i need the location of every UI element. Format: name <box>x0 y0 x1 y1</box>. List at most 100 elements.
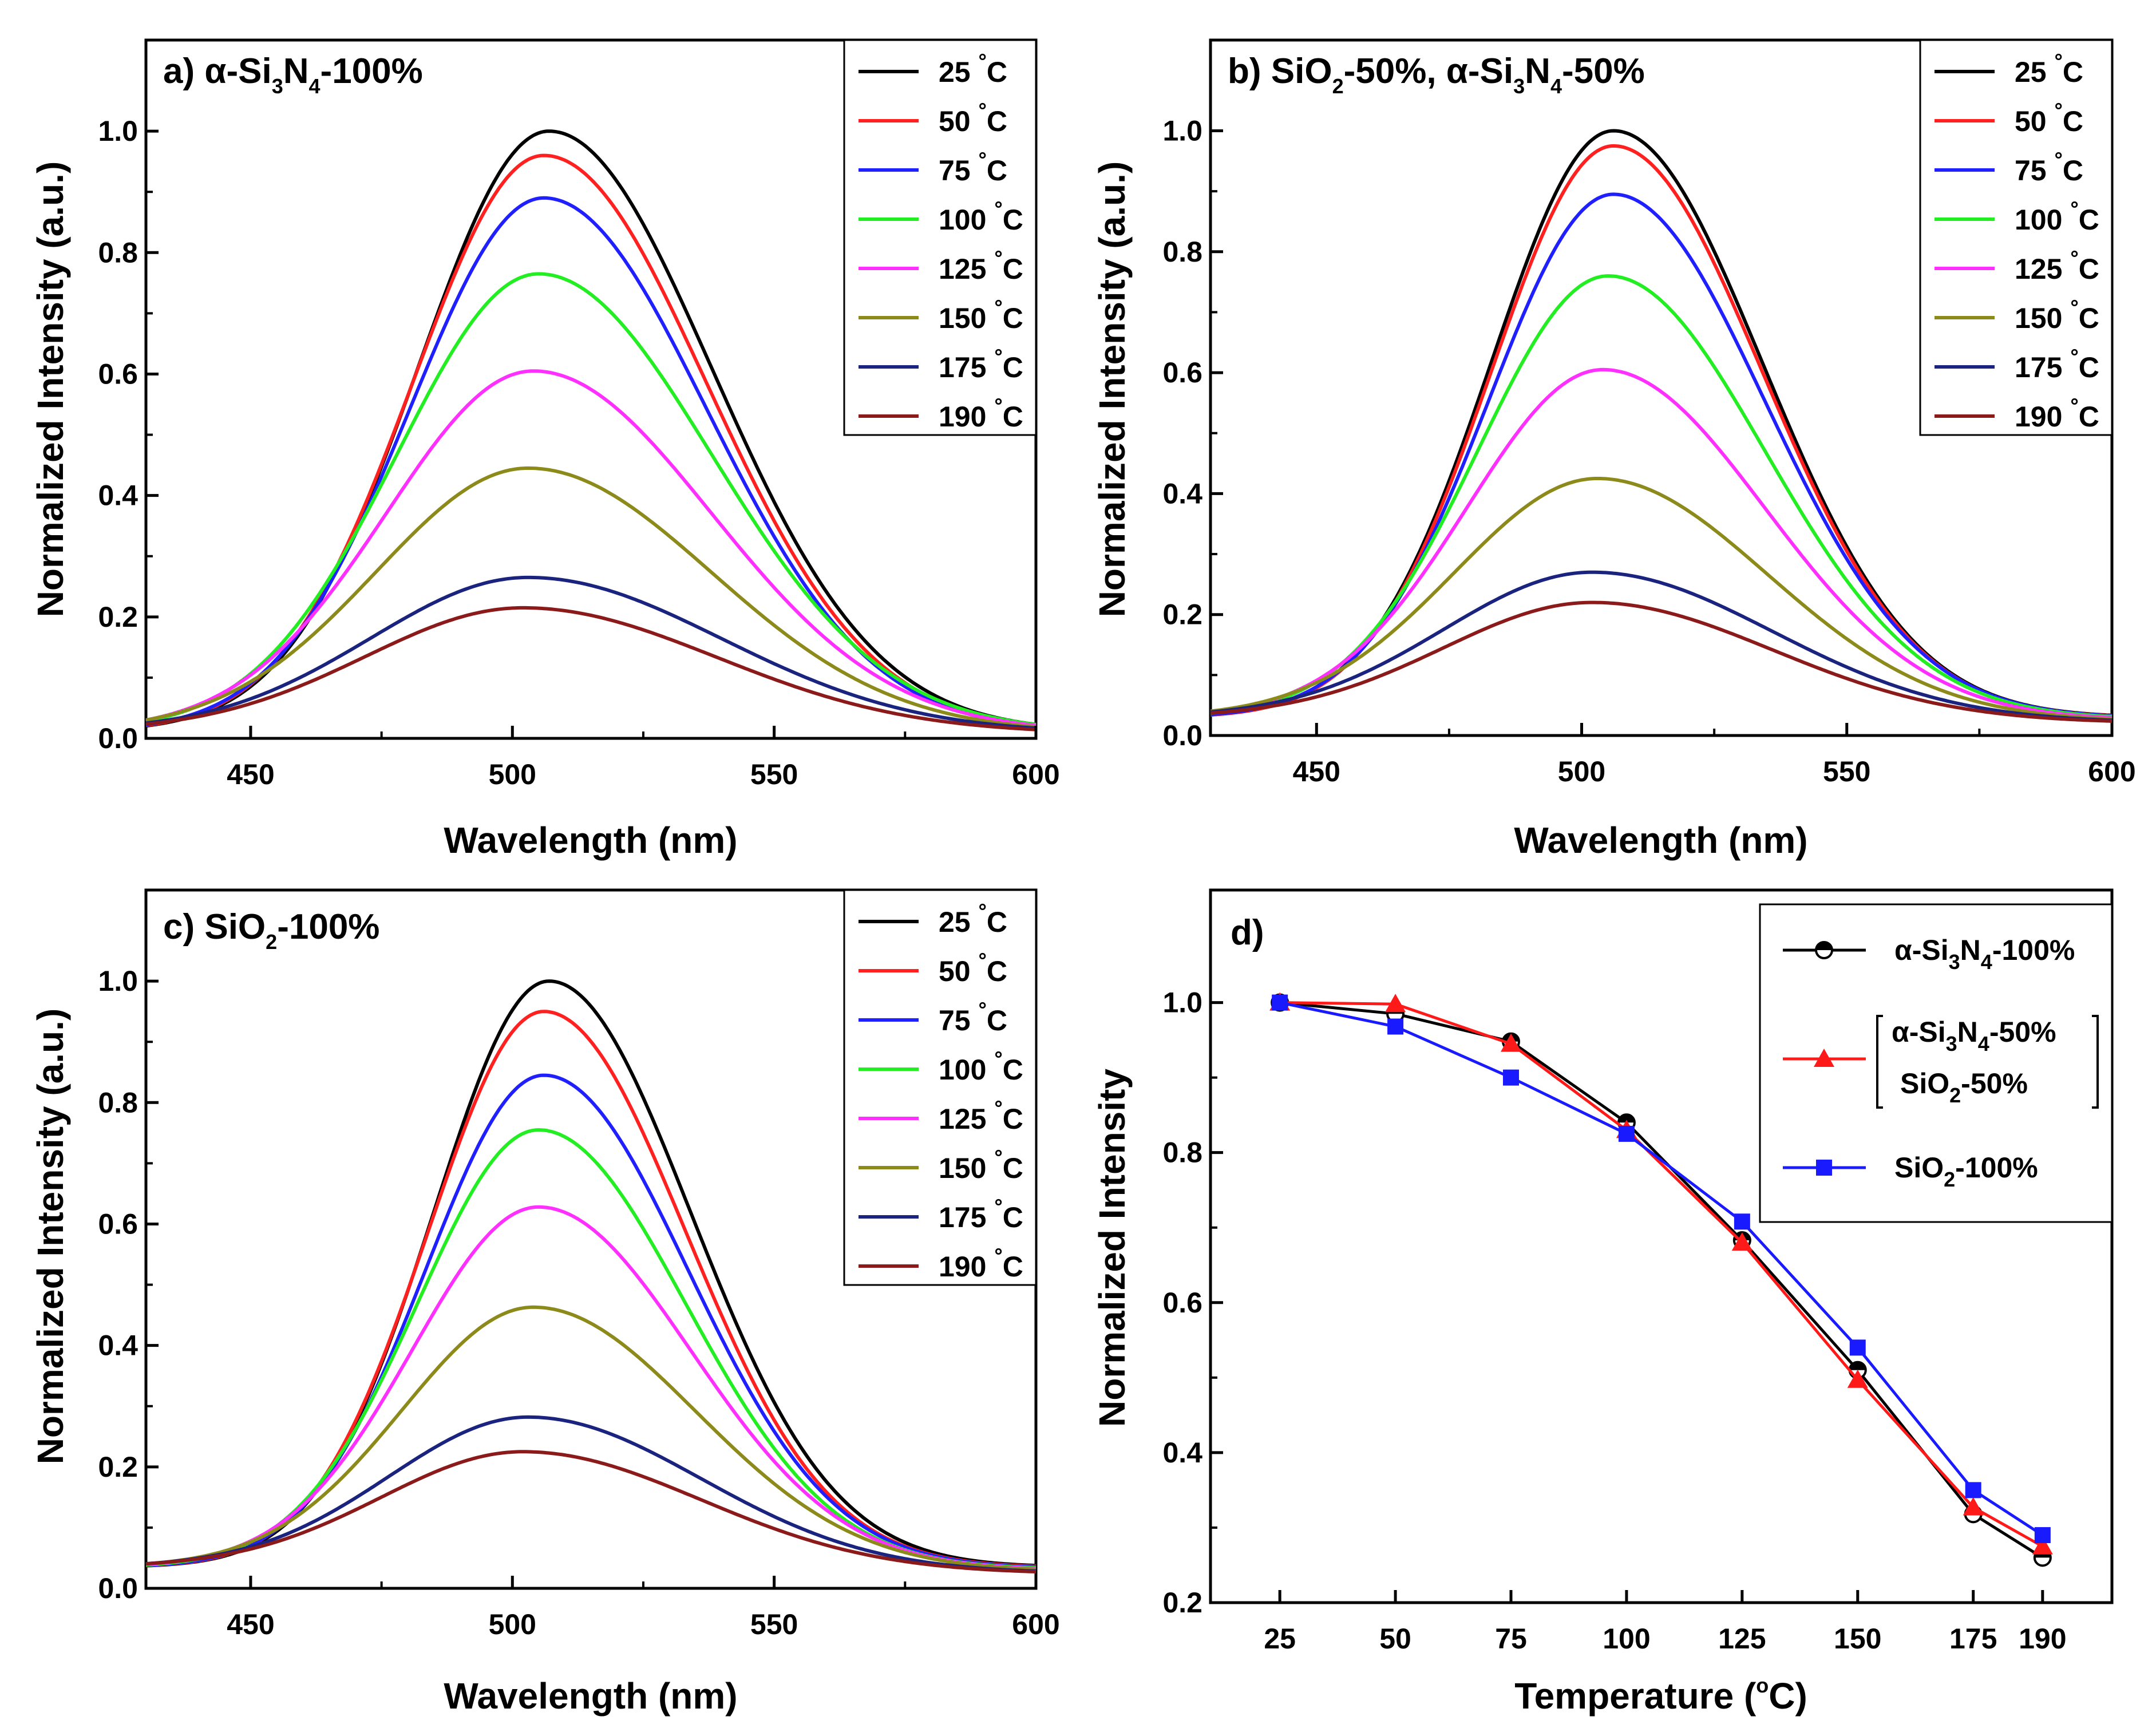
panel-d-xtick-label-1: 50 <box>1379 1623 1411 1655</box>
panel-d-series-2-point-0 <box>1272 994 1288 1011</box>
legend-d-bracket-left <box>1876 1015 1883 1109</box>
panel-b-x-axis-label: Wavelength (nm) <box>1514 820 1807 861</box>
panel-a-legend-label-50: 50 °C <box>939 98 1007 137</box>
panel-b-legend-label-150: 150 °C <box>2015 295 2099 334</box>
legend-d-marker-2 <box>1814 1049 1834 1067</box>
panel-b-legend-label-75: 75 °C <box>2015 148 2083 187</box>
panel-d-ytick-label-0: 0.2 <box>1162 1587 1202 1619</box>
panel-c-legend-label-50: 50 °C <box>939 948 1007 987</box>
legend-d-label-2-line2: SiO2-50% <box>1900 1067 2028 1107</box>
panel-d-y-axis-label: Normalized Intensity <box>1091 1069 1133 1427</box>
panel-d-series-2-point-4 <box>1734 1213 1750 1230</box>
panel-c-legend: 25 °C 50 °C 75 °C 100 °C 125 °C 150 °C 175 °C 1… <box>843 889 1037 1286</box>
panel-b-xtick-label-2: 550 <box>1823 756 1870 788</box>
panel-c-ytick-label-0: 0.0 <box>98 1572 138 1604</box>
panel-a-legend-label-25: 25 °C <box>939 49 1007 88</box>
panel-c-spectra: 0.0 0.2 0.4 0.6 0.8 1.0 450 500 550 600 c) SiO2-… <box>30 888 1060 1717</box>
panel-c-ytick-label-1: 0.2 <box>98 1451 138 1483</box>
legend-d-label-3: SiO2-100% <box>1894 1152 2038 1191</box>
panel-d-legend: α-Si3N4-100% α-Si3N4-50% SiO2-50% SiO2-1… <box>1759 903 2113 1223</box>
panel-c-legend-frame <box>843 889 1037 1286</box>
panel-a-ytick-label-5: 1.0 <box>98 115 138 147</box>
panel-a-legend-label-100: 100 °C <box>939 197 1023 236</box>
panel-b-ytick-label-1: 0.2 <box>1162 599 1202 631</box>
panel-d-plot-frame <box>1209 888 2114 1604</box>
panel-b-ytick-label-5: 1.0 <box>1162 114 1202 147</box>
panel-d-quenching: 0.2 0.4 0.6 0.8 1.0 25 50 75 100 125 150 175 190 d)… <box>1091 888 2114 1717</box>
panel-d-series-1-point-2 <box>1501 1033 1521 1052</box>
panel-d-series-2-point-2 <box>1503 1069 1519 1086</box>
panel-c-legend-label-175: 175 °C <box>939 1195 1023 1233</box>
panel-d-series-line-0 <box>1279 1001 2044 1559</box>
panel-a-y-axis-label: Normalized Intensity (a.u.) <box>30 161 71 618</box>
panel-b-series-150C <box>1210 477 2113 721</box>
panel-b-ytick-label-2: 0.4 <box>1162 477 1202 509</box>
panel-b-y-axis-label: Normalized Intensity (a.u.) <box>1091 161 1133 618</box>
panel-a-spectra: 0.0 0.2 0.4 0.6 0.8 1.0 450 500 550 600 a) α-Si3… <box>30 38 1060 861</box>
panel-d-xtick-label-5: 150 <box>1834 1623 1881 1655</box>
panel-b-title: b) SiO2-50%, α-Si3N4-50% <box>1228 52 1645 98</box>
panel-a-legend-label-150: 150 °C <box>939 295 1023 334</box>
panel-d-series-1-point-7 <box>2032 1536 2053 1555</box>
panel-c-xtick-label-1: 500 <box>489 1608 536 1640</box>
panel-b-legend-label-125: 125 °C <box>2015 246 2099 285</box>
panel-c-ytick-label-2: 0.4 <box>98 1330 138 1362</box>
panel-b-xtick-label-0: 450 <box>1293 756 1340 788</box>
panel-d-series-line-2 <box>1279 1001 2044 1537</box>
panel-b-legend-label-100: 100 °C <box>2015 197 2099 236</box>
panel-c-legend-label-125: 125 °C <box>939 1096 1023 1135</box>
panel-d-xtick-label-7: 190 <box>2019 1623 2066 1655</box>
panel-a-series-150C <box>145 466 1037 729</box>
panel-c-xtick-label-0: 450 <box>227 1608 274 1640</box>
legend-d-marker-1-half <box>1816 942 1832 950</box>
panel-c-legend-label-25: 25 °C <box>939 899 1007 938</box>
panel-d-ytick-label-2: 0.6 <box>1162 1287 1202 1319</box>
panel-c-xtick-label-2: 550 <box>750 1608 798 1640</box>
panel-b-series-190C <box>1210 600 2113 723</box>
panel-d-ytick-label-3: 0.8 <box>1162 1137 1202 1169</box>
panel-b-spectra: 0.0 0.2 0.4 0.6 0.8 1.0 450 500 550 600 b) SiO2-… <box>1091 38 2136 861</box>
panel-b-ytick-label-0: 0.0 <box>1162 719 1202 752</box>
panel-d-xtick-label-3: 100 <box>1603 1623 1650 1655</box>
panel-a-xtick-label-1: 500 <box>489 758 536 790</box>
panel-c-legend-label-150: 150 °C <box>939 1145 1023 1184</box>
panel-d-x-axis-label: Temperature (oC) <box>1514 1674 1807 1717</box>
panel-b-legend-label-190: 190 °C <box>2015 394 2099 433</box>
panel-a-ytick-label-0: 0.0 <box>98 722 138 754</box>
panel-a-ytick-label-1: 0.2 <box>98 601 138 633</box>
panel-c-x-axis-label: Wavelength (nm) <box>444 1675 737 1717</box>
panel-b-legend-label-25: 25 °C <box>2015 49 2083 88</box>
panel-a-title: a) α-Si3N4-100% <box>163 52 423 98</box>
panel-d-series-line-1 <box>1280 1001 2044 1548</box>
legend-d-bracket-right <box>2092 1015 2099 1109</box>
panel-b-series-75C <box>1210 192 2113 718</box>
panel-d-series-2-point-6 <box>1965 1482 1981 1498</box>
panel-c-legend-label-75: 75 °C <box>939 998 1007 1037</box>
panel-c-series-125C <box>145 1205 1037 1571</box>
panel-d-series-1-point-5 <box>1847 1369 1868 1388</box>
panel-c-ytick-label-5: 1.0 <box>98 965 138 997</box>
panel-c-ytick-label-3: 0.6 <box>98 1208 138 1240</box>
panel-a-xtick-label-0: 450 <box>227 758 274 790</box>
panel-d-series-2-point-7 <box>2034 1527 2051 1544</box>
legend-d-label-1: α-Si3N4-100% <box>1894 934 2075 974</box>
panel-a-x-axis-label: Wavelength (nm) <box>444 820 737 861</box>
panel-a-series-190C <box>145 606 1037 731</box>
panel-a-ytick-label-4: 0.8 <box>98 236 138 268</box>
panel-a-xtick-label-3: 600 <box>1012 758 1059 790</box>
panel-c-title: c) SiO2-100% <box>163 907 379 954</box>
panel-b-legend-frame <box>1919 39 2113 436</box>
panel-c-ytick-label-4: 0.8 <box>98 1086 138 1118</box>
panel-c-series-175C <box>145 1415 1037 1573</box>
panel-d-series-1-point-6 <box>1963 1497 1984 1516</box>
panel-c-xtick-label-3: 600 <box>1012 1608 1059 1640</box>
panel-b-ytick-label-4: 0.8 <box>1162 236 1202 268</box>
panel-b-legend-label-175: 175 °C <box>2015 345 2099 383</box>
panel-d-ytick-label-1: 0.4 <box>1162 1437 1202 1469</box>
panel-c-series-150C <box>145 1305 1037 1571</box>
panel-a-legend-label-125: 125 °C <box>939 246 1023 285</box>
panel-a-legend-label-190: 190 °C <box>939 394 1023 433</box>
panel-d-series-1-point-1 <box>1385 994 1406 1013</box>
panel-a-legend: 25 °C 50 °C 75 °C 100 °C 125 °C 150 °C 175 °C 1… <box>843 39 1037 436</box>
